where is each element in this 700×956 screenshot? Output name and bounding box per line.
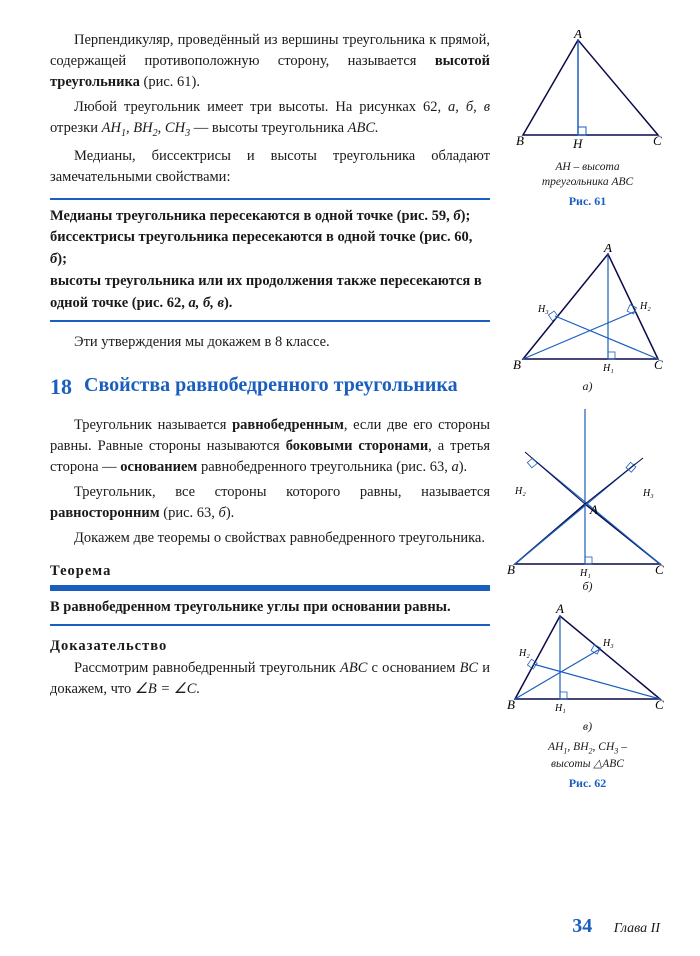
fig62c-label: в) [505, 719, 670, 734]
fig62-caption: Рис. 62 [505, 776, 670, 791]
svg-text:C: C [655, 562, 664, 577]
chapter-label: Глава II [614, 921, 660, 936]
svg-text:H: H [572, 136, 583, 151]
svg-text:A: A [555, 604, 564, 616]
figure-column: A B C H AH – высотатреугольника ABC Рис.… [505, 30, 670, 791]
svg-text:C: C [654, 357, 663, 372]
svg-text:A: A [589, 502, 598, 517]
figure-62b: A B C H₁ H₂ H₃ [505, 404, 670, 579]
paragraph-prove-later: Эти утверждения мы докажем в 8 классе. [50, 332, 490, 353]
svg-text:H₂: H₂ [514, 486, 526, 497]
svg-text:H₃: H₃ [537, 304, 549, 315]
theorem-statement: В равнобедренном треугольнике углы при о… [50, 597, 490, 626]
paragraph-equilateral-def: Треугольник, все стороны которого равны,… [50, 482, 490, 524]
fig61-caption: Рис. 61 [505, 194, 670, 209]
theorem-rule [50, 585, 490, 591]
svg-text:H₂: H₂ [639, 301, 651, 312]
figure-61: A B C H [513, 30, 663, 160]
svg-text:C: C [653, 133, 662, 148]
svg-text:B: B [516, 133, 524, 148]
svg-text:B: B [507, 562, 515, 577]
proof-label: Доказательство [50, 636, 490, 657]
section-title: Свойства равнобедренного треугольника [84, 371, 458, 403]
fig61-note: AH – высотатреугольника ABC [505, 160, 670, 190]
rule-medians: Медианы треугольника пересекаются в одно… [50, 206, 490, 228]
figure-62a: A B C H₁ H₂ H₃ [508, 244, 668, 379]
page-footer: 34 Глава II [572, 915, 660, 938]
fig62-note: AH1, BH2, CH3 – высоты △ABC [505, 740, 670, 772]
svg-text:A: A [603, 244, 612, 255]
concurrency-rules: Медианы треугольника пересекаются в одно… [50, 198, 490, 323]
rule-bisectors: биссектрисы треугольника пересекаются в … [50, 227, 490, 271]
paragraph-properties-intro: Медианы, биссектрисы и высоты треугольни… [50, 146, 490, 188]
svg-text:H₁: H₁ [602, 363, 614, 374]
svg-text:H₁: H₁ [579, 568, 591, 579]
paragraph-two-theorems: Докажем две теоремы о свойствах равнобед… [50, 528, 490, 549]
svg-text:H₃: H₃ [642, 488, 654, 499]
textbook-page: Перпендикуляр, проведённый из вершины тр… [0, 0, 700, 956]
svg-text:B: B [507, 697, 515, 712]
content: Перпендикуляр, проведённый из вершины тр… [50, 30, 670, 791]
svg-text:H₂: H₂ [518, 648, 530, 659]
svg-text:B: B [513, 357, 521, 372]
fig62a-label: а) [505, 379, 670, 394]
section-number: 18 [50, 371, 72, 403]
section-heading: 18 Свойства равнобедренного треугольника [50, 371, 490, 403]
paragraph-isosceles-def: Треугольник называется равнобедренным, е… [50, 415, 490, 478]
main-text-column: Перпендикуляр, проведённый из вершины тр… [50, 30, 490, 791]
proof-text: Рассмотрим равнобедренный треугольник AB… [50, 658, 490, 700]
fig62b-label: б) [505, 579, 670, 594]
svg-text:H₃: H₃ [602, 638, 614, 649]
svg-text:A: A [573, 30, 582, 41]
figure-62c: A B C H₁ H₂ H₃ [505, 604, 670, 719]
rule-altitudes: высоты треугольника или их продолжения т… [50, 271, 490, 315]
theorem-label: Теорема [50, 561, 490, 582]
svg-text:C: C [655, 697, 664, 712]
page-number: 34 [572, 915, 592, 937]
paragraph-three-altitudes: Любой треугольник имеет три высоты. На р… [50, 97, 490, 142]
svg-text:H₁: H₁ [554, 703, 566, 714]
paragraph-altitude-def: Перпендикуляр, проведённый из вершины тр… [50, 30, 490, 93]
